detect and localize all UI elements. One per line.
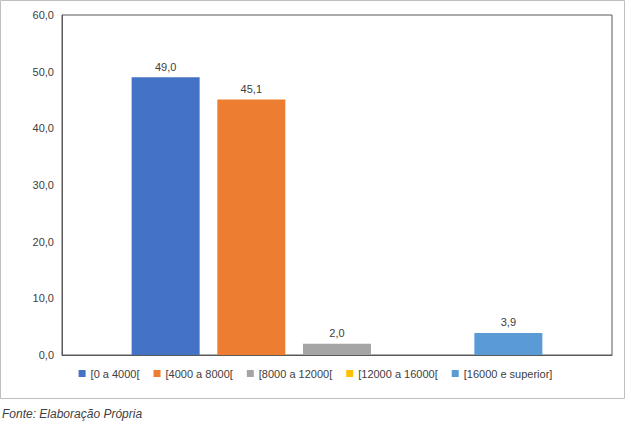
svg-text:2,0: 2,0 [329,327,344,339]
svg-text:10,0: 10,0 [33,292,54,304]
svg-text:[0 a 4000[: [0 a 4000[ [91,368,140,380]
svg-text:49,0: 49,0 [155,61,176,73]
svg-text:30,0: 30,0 [33,179,54,191]
svg-text:20,0: 20,0 [33,236,54,248]
svg-text:0,0: 0,0 [39,349,54,361]
svg-text:45,1: 45,1 [241,83,262,95]
svg-text:[4000 a 8000[: [4000 a 8000[ [166,368,233,380]
svg-text:40,0: 40,0 [33,122,54,134]
svg-text:[16000 e superior]: [16000 e superior] [464,368,553,380]
svg-text:[8000 a 12000[: [8000 a 12000[ [259,368,332,380]
svg-text:Fonte: Elaboração Própria: Fonte: Elaboração Própria [2,407,142,421]
svg-text:50,0: 50,0 [33,66,54,78]
svg-text:60,0: 60,0 [33,9,54,21]
svg-text:[12000 a 16000[: [12000 a 16000[ [358,368,438,380]
svg-text:3,9: 3,9 [501,316,516,328]
